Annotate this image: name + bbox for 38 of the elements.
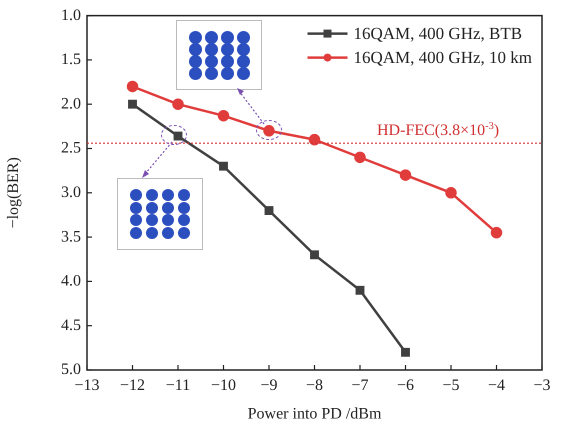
point (308, 134, 320, 146)
x-axis-title: Power into PD /dBm (248, 406, 382, 423)
x-tick-label: −12 (120, 376, 146, 394)
point (219, 162, 228, 171)
x-tick-label: −8 (306, 376, 324, 394)
point (401, 348, 410, 357)
legend-label: 16QAM, 400 GHz, BTB (354, 24, 522, 44)
point (172, 98, 184, 110)
x-tick-label: −6 (396, 376, 414, 394)
point (354, 152, 366, 164)
x-tick-label: −9 (260, 376, 278, 394)
y-tick-label: 4.0 (61, 272, 81, 290)
y-tick-label: 2.5 (61, 140, 81, 157)
x-tick-label: −3 (533, 376, 551, 394)
point (310, 250, 319, 260)
point (490, 226, 502, 238)
x-tick-label: −7 (351, 376, 369, 394)
x-tick-label: −4 (488, 376, 506, 394)
y-tick-label: 3.0 (61, 184, 81, 202)
legend-label: 16QAM, 400 GHz, 10 km (354, 48, 532, 68)
y-tick-label: 1.5 (61, 51, 81, 68)
point (264, 206, 274, 215)
point (126, 80, 138, 92)
x-tick-label: −5 (442, 376, 460, 394)
point (218, 110, 230, 122)
x-tick-label: −13 (74, 376, 100, 394)
y-tick-label: 3.5 (61, 228, 81, 246)
y-tick-label: 1.0 (61, 6, 81, 24)
x-tick-label: −10 (210, 376, 236, 394)
point (445, 187, 457, 199)
y-axis-title: −log(BER) (4, 157, 22, 228)
y-tick-label: 5.0 (61, 361, 81, 378)
y-tick-label: 2.0 (61, 95, 81, 112)
point (356, 286, 364, 295)
point (400, 169, 412, 181)
x-tick-label: −11 (166, 376, 190, 394)
point (128, 100, 137, 109)
y-tick-label: 4.5 (61, 316, 81, 334)
